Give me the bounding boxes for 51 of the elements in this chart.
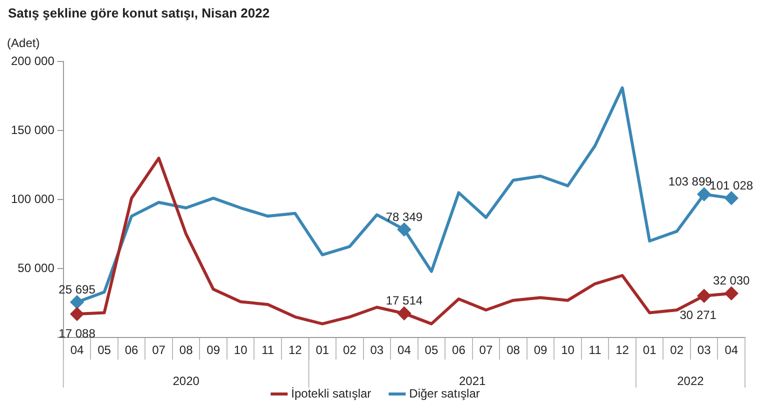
x-tick-label: 03: [370, 343, 384, 358]
legend-label: İpotekli satışlar: [291, 386, 372, 400]
x-tick-label: 12: [288, 343, 302, 358]
x-tick-label: 08: [506, 343, 520, 358]
point: [698, 289, 711, 302]
point: [70, 296, 84, 309]
x-tick-label: 02: [342, 343, 357, 358]
x-tick-label: 04: [398, 343, 412, 358]
point: [698, 188, 711, 201]
x-tick-label: 02: [670, 343, 684, 358]
text: 2022: [677, 374, 704, 388]
x-tick-label: 01: [642, 343, 657, 358]
x-tick-label: 03: [697, 343, 712, 358]
x-tick-label: 04: [724, 343, 738, 358]
y-tick-label: 150 000: [10, 122, 55, 137]
x-tick-label: 07: [479, 343, 493, 358]
y-tick-label: 50 000: [18, 260, 55, 275]
y-tick-label: 200 000: [10, 54, 55, 68]
x-tick-label: 06: [452, 343, 466, 358]
x-tick-label: 10: [561, 343, 575, 358]
y-axis-title: (Adet): [7, 36, 40, 50]
data-label: 25 695: [58, 282, 96, 296]
x-tick-label: 11: [262, 343, 274, 358]
legend-label: Diğer satışlar: [409, 386, 480, 400]
x-tick-label: 08: [179, 343, 194, 358]
x-tick-label: 04: [70, 343, 84, 358]
data-label: 78 349: [386, 210, 423, 224]
x-tick-label: 11: [588, 343, 602, 358]
chart-title: Satış şekline göre konut satışı, Nisan 2022: [8, 5, 270, 20]
point: [724, 192, 738, 205]
x-tick-label: 09: [206, 343, 220, 358]
text: 2021: [459, 374, 486, 388]
x-tick-label: 01: [316, 343, 330, 358]
x-tick-label: 05: [424, 343, 438, 358]
data-label: 17 088: [58, 326, 96, 340]
x-tick-label: 07: [152, 343, 166, 358]
point: [398, 306, 411, 320]
data-label: 17 514: [386, 294, 423, 308]
text: 2020: [172, 374, 200, 388]
x-tick-label: 06: [124, 343, 139, 358]
x-tick-label: 05: [98, 343, 112, 358]
point: [70, 308, 84, 321]
point: [724, 286, 738, 300]
data-label: 32 030: [713, 274, 750, 288]
x-tick-label: 12: [616, 343, 630, 358]
y-tick-label: 100 000: [10, 192, 55, 206]
data-label: 103 899: [668, 174, 712, 189]
point: [398, 222, 411, 236]
x-tick-label: 09: [534, 343, 548, 358]
data-label: 30 271: [680, 308, 717, 322]
x-tick-label: 10: [234, 343, 248, 358]
